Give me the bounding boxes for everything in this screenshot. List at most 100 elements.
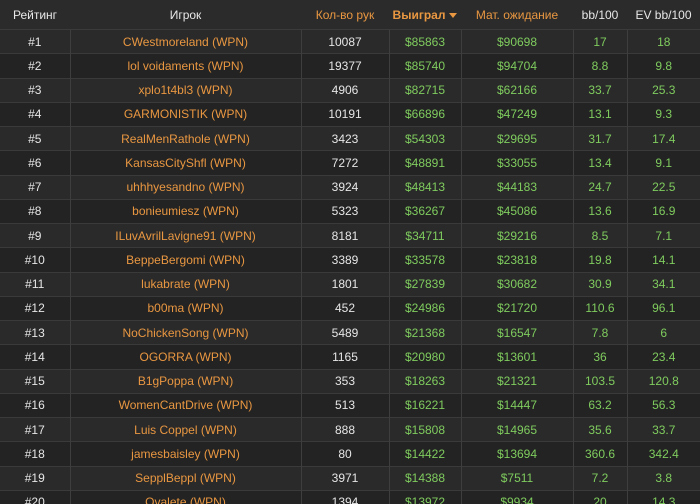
won-cell: $48413 [388, 174, 461, 200]
won-cell: $24986 [388, 295, 461, 321]
rank-cell: #11 [0, 271, 70, 297]
player-column-header[interactable]: Игрок [70, 0, 301, 30]
rank-header-label: Рейтинг [12, 7, 58, 22]
table-row: #11 lukabrate (WPN) 1801 $27839 $30682 30.9 34… [0, 271, 700, 297]
bb100-cell: 13.4 [572, 150, 627, 175]
won-cell: $27839 [388, 271, 461, 297]
ev-header-label: Мат. ожидание [475, 7, 559, 22]
player-name-link[interactable]: Luis Coppel (WPN) [69, 416, 301, 442]
hands-cell: 513 [300, 392, 389, 418]
hands-cell: 19377 [300, 53, 389, 78]
hands-column-header[interactable]: Кол-во рук [301, 0, 389, 30]
bb100-cell: 7.2 [572, 465, 627, 491]
evbb100-cell: 22.5 [626, 174, 700, 200]
hands-cell: 8181 [300, 222, 389, 248]
ev-cell: $90698 [460, 28, 573, 54]
hands-cell: 1165 [300, 344, 389, 369]
rank-cell: #9 [0, 222, 70, 248]
won-cell: $82715 [388, 77, 461, 103]
evbb100-cell: 56.3 [626, 392, 700, 418]
bb100-cell: 30.9 [572, 271, 627, 297]
table-row: #9 ILuvAvrilLavigne91 (WPN) 8181 $34711 $292… [0, 222, 700, 248]
won-column-header[interactable]: Выиграл [389, 0, 461, 30]
player-name-link[interactable]: CWestmoreland (WPN) [69, 28, 301, 54]
table-row: #5 RealMenRathole (WPN) 3423 $54303 $29695 31… [0, 125, 700, 151]
hands-cell: 1801 [300, 271, 389, 297]
hands-cell: 1394 [300, 489, 389, 504]
player-name-link[interactable]: SepplBeppl (WPN) [69, 465, 301, 491]
hands-header-label: Кол-во рук [315, 7, 375, 22]
table-row: #16 WomenCantDrive (WPN) 513 $16221 $14447 63… [0, 392, 700, 418]
player-name-link[interactable]: KansasCityShfl (WPN) [69, 150, 301, 175]
evbb100-cell: 9.1 [626, 150, 700, 175]
player-name-link[interactable]: ILuvAvrilLavigne91 (WPN) [69, 222, 301, 248]
ev-cell: $33055 [460, 150, 573, 175]
player-name-link[interactable]: B1gPoppa (WPN) [69, 368, 301, 394]
evbb100-cell: 14.3 [626, 489, 700, 504]
ev-cell: $45086 [460, 198, 573, 224]
won-cell: $48891 [388, 150, 461, 175]
bb100-column-header[interactable]: bb/100 [573, 0, 627, 30]
bb100-cell: 8.8 [572, 53, 627, 78]
won-cell: $34711 [388, 222, 461, 248]
player-name-link[interactable]: b00ma (WPN) [69, 295, 301, 321]
player-name-link[interactable]: xplo1t4bl3 (WPN) [69, 77, 301, 103]
ev-cell: $13694 [460, 441, 573, 466]
player-name-link[interactable]: lol voidaments (WPN) [69, 53, 301, 78]
table-row: #3 xplo1t4bl3 (WPN) 4906 $82715 $62166 33.7 25… [0, 77, 700, 103]
player-name-link[interactable]: WomenCantDrive (WPN) [69, 392, 301, 418]
ev-cell: $16547 [460, 319, 573, 345]
hands-cell: 888 [300, 416, 389, 442]
rank-cell: #15 [0, 368, 70, 394]
player-name-link[interactable]: RealMenRathole (WPN) [69, 125, 301, 151]
player-name-link[interactable]: uhhhyesandno (WPN) [69, 174, 301, 200]
ev-cell: $44183 [460, 174, 573, 200]
hands-cell: 80 [300, 441, 389, 466]
won-cell: $16221 [388, 392, 461, 418]
evbb100-cell: 96.1 [626, 295, 700, 321]
player-name-link[interactable]: BeppeBergomi (WPN) [69, 247, 301, 272]
player-name-link[interactable]: GARMONISTIK (WPN) [69, 101, 301, 127]
hands-cell: 3971 [300, 465, 389, 491]
bb100-cell: 35.6 [572, 416, 627, 442]
bb100-cell: 110.6 [572, 295, 627, 321]
ev-cell: $21321 [460, 368, 573, 394]
table-row: #20 Ovalete (WPN) 1394 $13972 $9934 20 14.3 [0, 489, 700, 504]
player-name-link[interactable]: Ovalete (WPN) [69, 489, 301, 504]
rank-cell: #4 [0, 101, 70, 127]
evbb100-cell: 3.8 [626, 465, 700, 491]
player-name-link[interactable]: bonieumiesz (WPN) [69, 198, 301, 224]
rank-cell: #18 [0, 441, 70, 466]
rank-column-header[interactable]: Рейтинг [0, 0, 70, 30]
bb100-cell: 24.7 [572, 174, 627, 200]
player-name-link[interactable]: jamesbaisley (WPN) [69, 441, 301, 466]
ev-cell: $21720 [460, 295, 573, 321]
ev-column-header[interactable]: Мат. ожидание [461, 0, 573, 30]
won-cell: $85740 [388, 53, 461, 78]
evbb100-cell: 25.3 [626, 77, 700, 103]
player-name-link[interactable]: NoChickenSong (WPN) [69, 319, 301, 345]
bb100-cell: 31.7 [572, 125, 627, 151]
won-cell: $21368 [388, 319, 461, 345]
bb100-cell: 63.2 [572, 392, 627, 418]
won-cell: $85863 [388, 28, 461, 54]
won-cell: $36267 [388, 198, 461, 224]
evbb100-header-label: EV bb/100 [635, 7, 692, 22]
won-cell: $18263 [388, 368, 461, 394]
hands-cell: 3423 [300, 125, 389, 151]
won-header-label: Выиграл [392, 7, 446, 22]
player-name-link[interactable]: OGORRA (WPN) [69, 344, 301, 369]
rank-cell: #10 [0, 247, 70, 272]
rank-cell: #16 [0, 392, 70, 418]
table-row: #19 SepplBeppl (WPN) 3971 $14388 $7511 7.2 3.8 [0, 465, 700, 491]
evbb100-column-header[interactable]: EV bb/100 [627, 0, 700, 30]
table-row: #1 CWestmoreland (WPN) 10087 $85863 $90698 17… [0, 28, 700, 54]
player-name-link[interactable]: lukabrate (WPN) [69, 271, 301, 297]
rank-cell: #20 [0, 489, 70, 504]
bb100-cell: 33.7 [572, 77, 627, 103]
evbb100-cell: 120.8 [626, 368, 700, 394]
bb100-cell: 13.6 [572, 198, 627, 224]
table-row: #17 Luis Coppel (WPN) 888 $15808 $14965 35.6 3… [0, 416, 700, 442]
evbb100-cell: 33.7 [626, 416, 700, 442]
won-cell: $20980 [388, 344, 461, 369]
